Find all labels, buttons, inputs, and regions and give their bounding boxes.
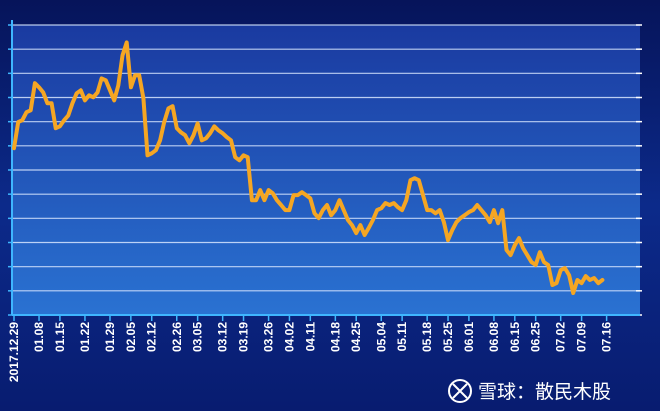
x-tick-label: 05.11 xyxy=(395,322,409,352)
x-tick-label: 05.25 xyxy=(441,322,455,352)
data-line xyxy=(12,40,605,295)
x-tick-label: 02.26 xyxy=(170,322,184,352)
x-tick-label: 01.08 xyxy=(32,322,46,352)
x-tick-label: 06.01 xyxy=(462,322,476,352)
x-tick-label: 02.12 xyxy=(145,322,159,352)
x-tick-label: 04.25 xyxy=(349,322,363,352)
x-tick-label: 05.04 xyxy=(374,322,388,352)
x-tick-label: 07.16 xyxy=(600,322,614,352)
x-tick-label: 03.12 xyxy=(216,322,230,352)
x-tick-label: 07.02 xyxy=(554,322,568,352)
watermark: 雪球：散民木股 xyxy=(478,381,611,403)
x-tick-label: 04.18 xyxy=(328,322,342,352)
x-tick-label: 01.29 xyxy=(103,322,117,352)
x-tick-label: 03.05 xyxy=(191,322,205,352)
x-tick-label: 06.15 xyxy=(508,322,522,352)
x-tick-label: 02.05 xyxy=(124,322,138,352)
x-tick-label: 01.15 xyxy=(53,322,67,352)
x-tick-label: 01.22 xyxy=(78,322,92,352)
x-tick-label: 03.19 xyxy=(237,322,251,352)
watermark-icon xyxy=(448,379,472,403)
x-tick-label: 04.02 xyxy=(282,322,296,352)
x-tick-label: 03.26 xyxy=(262,322,276,352)
x-tick-label: 06.08 xyxy=(487,322,501,352)
x-tick-label: 07.09 xyxy=(575,322,589,352)
x-tick-label: 04.11 xyxy=(303,322,317,352)
x-tick-label: 05.18 xyxy=(420,322,434,352)
x-tick-label: 06.25 xyxy=(529,322,543,352)
x-tick-label: 2017.12.29 xyxy=(7,322,21,382)
